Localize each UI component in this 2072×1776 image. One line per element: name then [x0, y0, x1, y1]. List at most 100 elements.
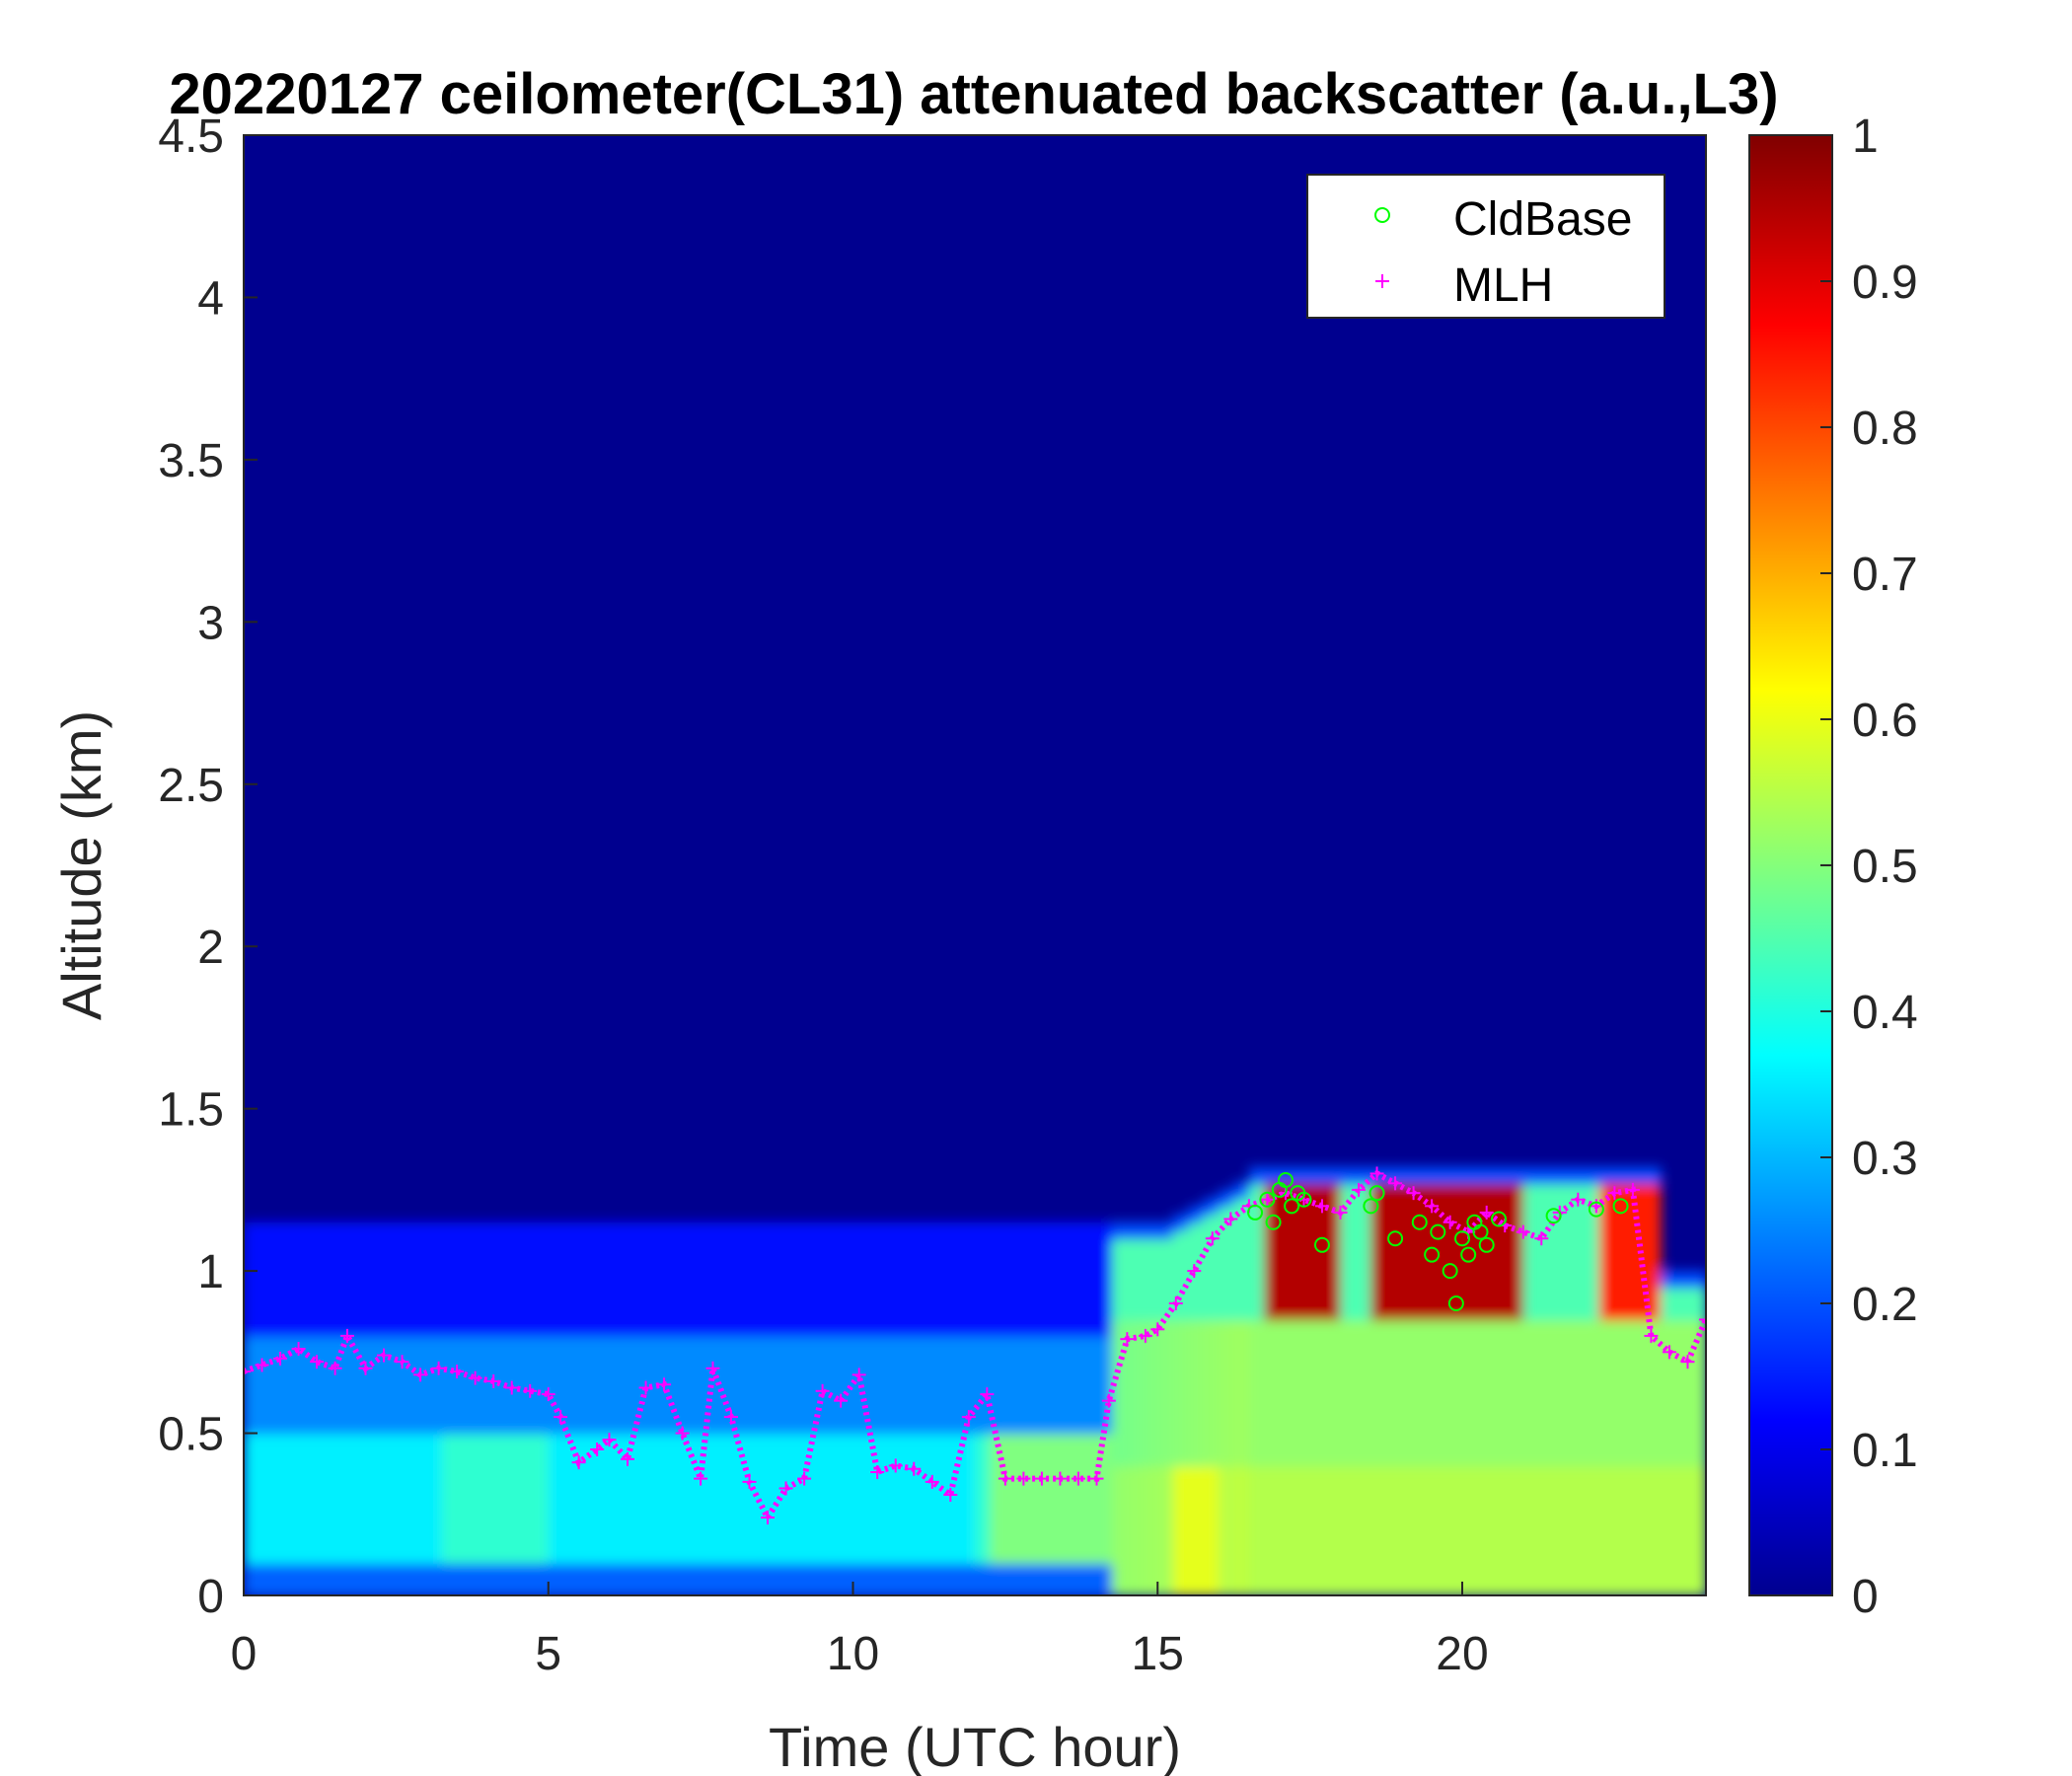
- heatmap-cell: [487, 1563, 504, 1595]
- heatmap-cell: [1279, 1465, 1296, 1595]
- legend-cldbase-label: CldBase: [1453, 193, 1632, 246]
- heatmap-cell: [838, 1563, 854, 1595]
- heatmap-cell: [1081, 1563, 1098, 1595]
- y-axis: 0 0.5 1 1.5 2 2.5 3 3.5 4 4.5: [158, 111, 258, 1623]
- heatmap-cell: [867, 1221, 885, 1337]
- cldbase-series: [1247, 1172, 1629, 1311]
- heatmap-cell: [975, 1563, 992, 1595]
- heatmap-cell: [396, 1433, 412, 1565]
- heatmap-cell: [1066, 1221, 1083, 1337]
- heatmap-cell: [1446, 1465, 1463, 1595]
- heatmap-cell: [731, 1433, 748, 1565]
- heatmap-cell: [594, 1563, 611, 1595]
- heatmap-cell: [259, 1221, 275, 1337]
- heatmap-cell: [654, 1433, 672, 1565]
- heatmap-cell: [867, 1433, 885, 1565]
- heatmap-cell: [365, 1221, 382, 1337]
- heatmap-cell: [959, 1221, 976, 1337]
- heatmap-cell: [1219, 1465, 1235, 1595]
- colorbar-tick-label: 0: [1852, 1571, 1879, 1623]
- heatmap-cell: [1035, 1563, 1053, 1595]
- heatmap-cell: [1066, 1335, 1083, 1435]
- colorbar-tick-label: 0.9: [1852, 257, 1918, 309]
- heatmap-cell: [1462, 1183, 1479, 1321]
- heatmap-cell: [1309, 1319, 1327, 1467]
- heatmap-cell: [975, 1221, 992, 1337]
- heatmap-cell: [1614, 1465, 1631, 1595]
- heatmap-cell: [1401, 1166, 1418, 1185]
- cldbase-point: [1424, 1246, 1441, 1263]
- heatmap-cell: [639, 1335, 656, 1435]
- colorbar-tick-label: 0.1: [1852, 1425, 1918, 1477]
- mlh-point: [621, 1451, 635, 1466]
- heatmap-cell: [1538, 1183, 1555, 1321]
- heatmap-cell: [1416, 1465, 1434, 1595]
- cldbase-point: [1545, 1208, 1562, 1224]
- heatmap-cell: [1035, 1335, 1053, 1435]
- heatmap-cell: [1096, 1335, 1113, 1435]
- heatmap-cell: [563, 1335, 580, 1435]
- y-tick-label: 2: [197, 922, 224, 974]
- heatmap-cell: [410, 1221, 428, 1337]
- heatmap-cell: [410, 1563, 428, 1595]
- heatmap-cell: [426, 1221, 443, 1337]
- cldbase-point: [1295, 1191, 1312, 1208]
- heatmap-cell: [410, 1433, 428, 1565]
- heatmap-cell: [1340, 1166, 1357, 1185]
- heatmap-cell: [1553, 1166, 1571, 1185]
- cldbase-point: [1247, 1204, 1264, 1221]
- heatmap-cell: [426, 1433, 443, 1565]
- heatmap-cell: [563, 1563, 580, 1595]
- heatmap-cell: [944, 1563, 961, 1595]
- heatmap-cell: [1385, 1319, 1403, 1467]
- heatmap-cell: [1233, 1181, 1250, 1200]
- heatmap-cell: [1432, 1183, 1448, 1321]
- heatmap-cell: [1111, 1238, 1129, 1321]
- heatmap-cell: [1446, 1183, 1463, 1321]
- heatmap-cell: [396, 1563, 412, 1595]
- mlh-point: [1352, 1182, 1367, 1197]
- heatmap-cell: [1370, 1183, 1387, 1321]
- heatmap-cell: [898, 1433, 916, 1565]
- heatmap-cell: [304, 1335, 322, 1435]
- heatmap-cell: [426, 1563, 443, 1595]
- heatmap-cell: [883, 1563, 900, 1595]
- heatmap-cell: [1051, 1433, 1068, 1565]
- heatmap-cell: [1325, 1166, 1342, 1185]
- heatmap-cell: [1660, 1465, 1677, 1595]
- heatmap-cell: [761, 1221, 778, 1337]
- heatmap-cell: [701, 1433, 717, 1565]
- heatmap-cell: [639, 1563, 656, 1595]
- heatmap-cell: [1066, 1433, 1083, 1565]
- heatmap-cell: [350, 1221, 367, 1337]
- heatmap-cell: [1111, 1319, 1129, 1467]
- heatmap-cell: [867, 1563, 885, 1595]
- heatmap-cell: [472, 1335, 488, 1435]
- colorbar-tick-label: 0.8: [1852, 403, 1918, 455]
- heatmap-cell: [1035, 1221, 1053, 1337]
- heatmap-cell: [380, 1563, 398, 1595]
- heatmap-cell: [1203, 1465, 1220, 1595]
- heatmap-cell: [502, 1563, 519, 1595]
- heatmap-cell: [609, 1335, 626, 1435]
- heatmap-cell: [1675, 1465, 1692, 1595]
- heatmap-cell: [777, 1335, 793, 1435]
- heatmap-cell: [1264, 1166, 1281, 1185]
- heatmap-cell: [807, 1433, 824, 1565]
- heatmap-cell: [1569, 1465, 1586, 1595]
- heatmap-cell: [1522, 1166, 1540, 1185]
- legend-cldbase-marker: [1374, 207, 1390, 223]
- heatmap-cell: [472, 1221, 488, 1337]
- cldbase-point: [1411, 1214, 1428, 1230]
- legend-mlh-label: MLH: [1453, 259, 1553, 312]
- legend-mlh-marker: [1375, 274, 1389, 288]
- heatmap-cell: [914, 1221, 930, 1337]
- heatmap-cell: [1020, 1563, 1037, 1595]
- heatmap-cell: [1522, 1465, 1540, 1595]
- heatmap-cell: [990, 1563, 1006, 1595]
- heatmap-cell: [259, 1335, 275, 1435]
- heatmap-cell: [1142, 1238, 1159, 1321]
- heatmap-cell: [746, 1335, 763, 1435]
- heatmap-cell: [746, 1433, 763, 1565]
- y-tick-label: 0: [197, 1571, 224, 1623]
